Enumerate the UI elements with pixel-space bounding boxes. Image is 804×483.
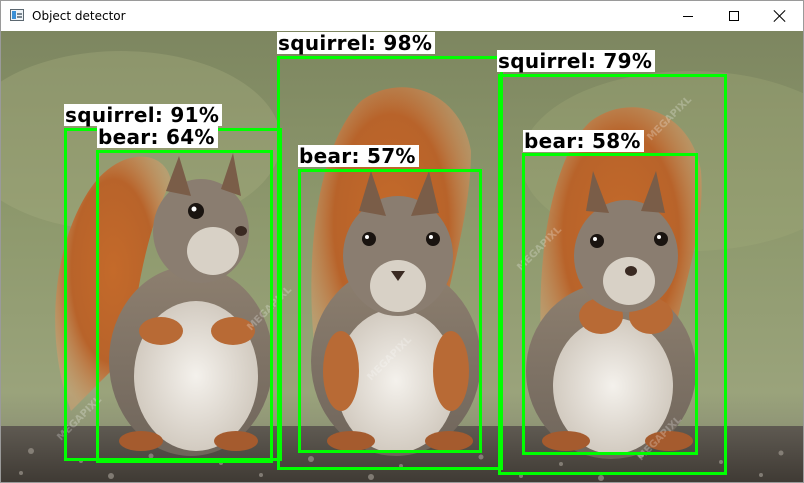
close-button[interactable] xyxy=(757,1,803,31)
squirrel-2 xyxy=(311,87,481,456)
bbox-bear-58 xyxy=(522,153,698,455)
title-bar[interactable]: Object detector xyxy=(1,1,803,31)
bbox-squirrel-79 xyxy=(498,74,727,475)
detection-label-bear-58: bear: 58% xyxy=(523,130,644,152)
bbox-bear-57 xyxy=(298,169,482,453)
minimize-icon xyxy=(683,16,693,17)
maximize-button[interactable] xyxy=(711,1,757,31)
detection-label-bear-64: bear: 64% xyxy=(97,126,218,148)
detection-label-bear-57: bear: 57% xyxy=(298,145,419,167)
detection-image-canvas: MEGAPIXL MEGAPIXL MEGAPIXL MEGAPIXL MEGA… xyxy=(1,31,803,482)
app-window-icon[interactable] xyxy=(10,9,24,21)
squirrel-3 xyxy=(526,107,702,459)
minimize-button[interactable] xyxy=(665,1,711,31)
squirrels-photo: MEGAPIXL MEGAPIXL MEGAPIXL MEGAPIXL MEGA… xyxy=(1,31,803,482)
detection-label-squirrel-98: squirrel: 98% xyxy=(277,32,436,54)
bbox-squirrel-98 xyxy=(277,56,503,470)
detection-overlay: squirrel: 91% bear: 64% squirrel: 98% be… xyxy=(1,31,803,482)
detection-label-squirrel-79: squirrel: 79% xyxy=(497,50,656,72)
squirrel-1 xyxy=(55,153,273,456)
detection-label-squirrel-91: squirrel: 91% xyxy=(64,104,223,126)
maximize-icon xyxy=(729,11,739,21)
close-icon xyxy=(774,10,786,22)
bbox-bear-64 xyxy=(96,150,273,463)
window-title: Object detector xyxy=(32,9,126,23)
